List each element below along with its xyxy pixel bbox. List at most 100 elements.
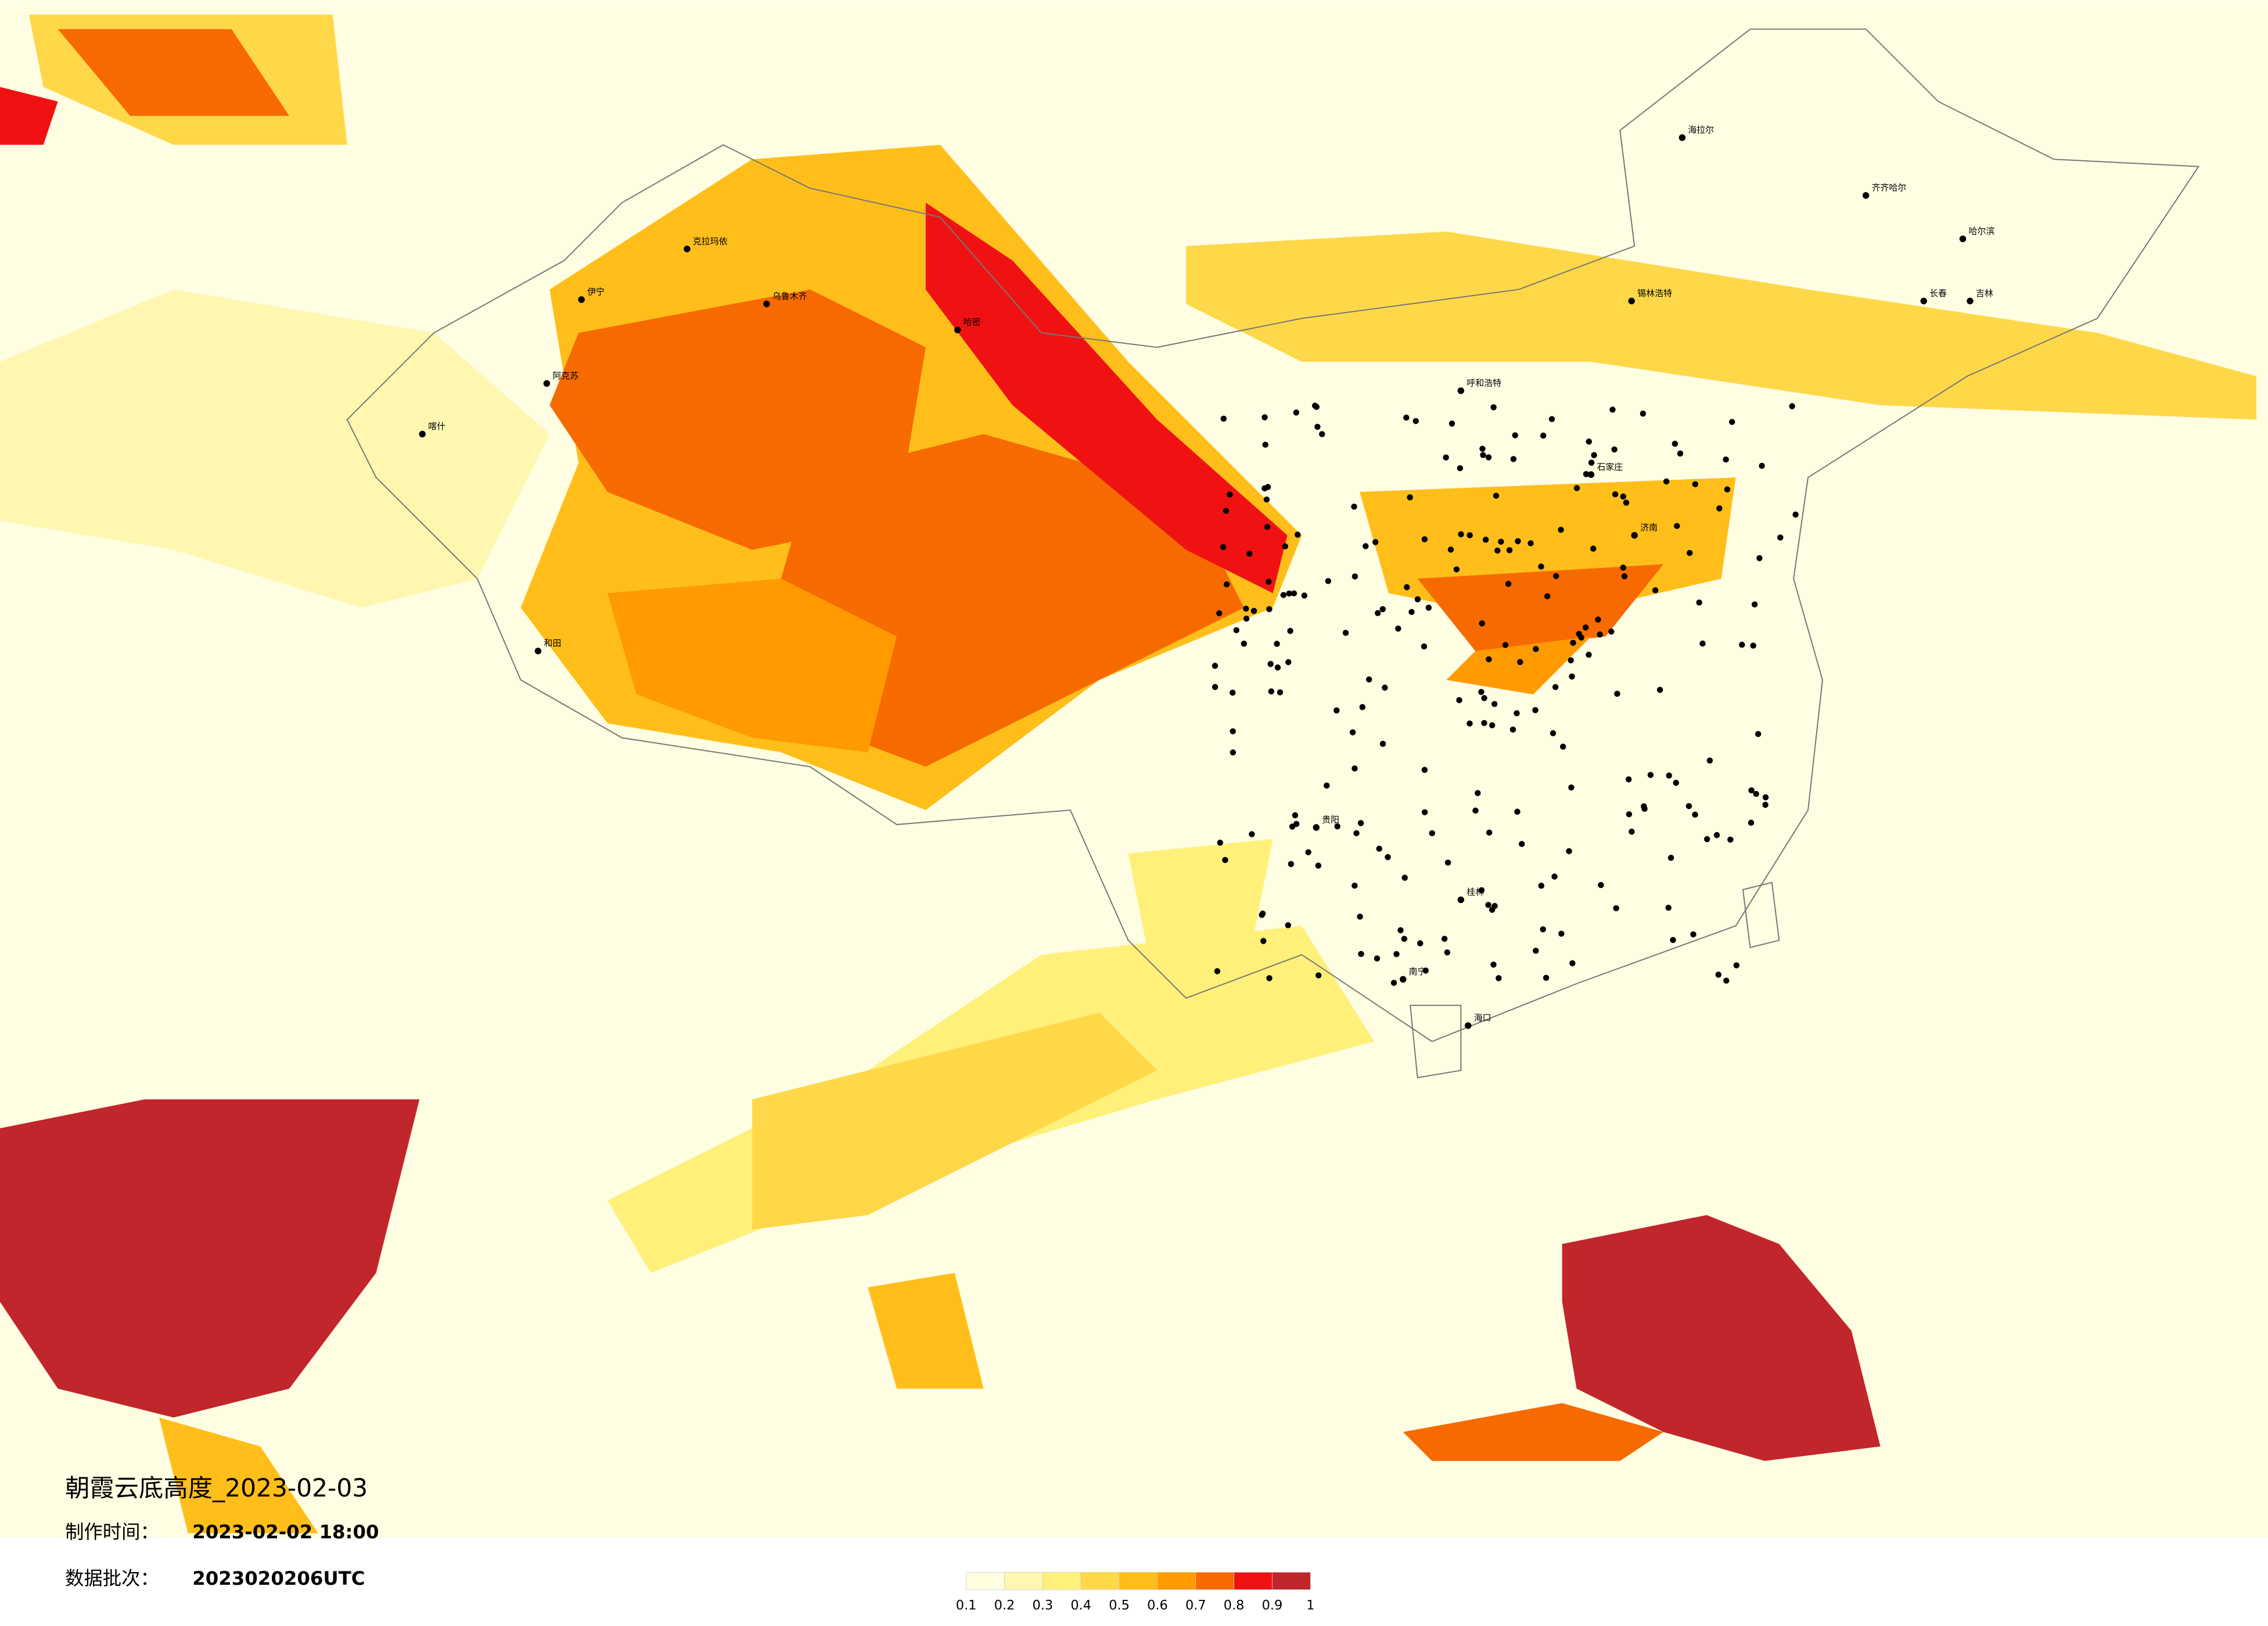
- station-dot: [1220, 544, 1227, 551]
- station-dot: [1496, 975, 1502, 981]
- station-dot: [1699, 640, 1706, 647]
- station-dot: [1733, 962, 1740, 969]
- station-dot: [1728, 419, 1735, 425]
- station-dot: [1597, 631, 1603, 638]
- station-dot: [1395, 625, 1401, 632]
- station-dot: [1670, 937, 1676, 943]
- station-dot: [1517, 659, 1523, 665]
- city-label: 伊宁: [587, 286, 605, 297]
- station-dot: [1467, 720, 1473, 727]
- station-dot: [1223, 581, 1230, 588]
- station-dot: [1456, 697, 1462, 703]
- station-dot: [1748, 819, 1755, 826]
- legend-tick-label: 0.3: [1033, 1598, 1054, 1613]
- station-dot: [1217, 839, 1224, 846]
- station-dot: [1372, 539, 1379, 545]
- station-dot: [1268, 688, 1275, 695]
- station-dot: [1625, 776, 1632, 783]
- station-dot: [1509, 726, 1516, 733]
- station-dot: [1352, 882, 1358, 889]
- station-dot: [1441, 936, 1448, 942]
- city-label: 阿克苏: [552, 370, 578, 381]
- station-dot: [1261, 485, 1268, 492]
- station-dot: [1444, 949, 1451, 956]
- legend-tick-label: 0.6: [1147, 1598, 1168, 1613]
- station-dot: [1666, 772, 1672, 779]
- station-dot: [1498, 538, 1504, 545]
- station-dot: [1739, 642, 1745, 648]
- station-dot: [1532, 707, 1539, 714]
- station-dot: [1357, 913, 1363, 920]
- station-dot: [1696, 599, 1702, 606]
- station-dot: [1421, 767, 1428, 773]
- station-dot: [1727, 836, 1734, 843]
- station-dot: [1493, 492, 1500, 499]
- station-dot: [1665, 904, 1672, 911]
- station-dot: [1611, 446, 1618, 453]
- legend-swatch: [1272, 1572, 1311, 1590]
- station-dot: [1342, 629, 1349, 636]
- station-dot: [1363, 543, 1369, 549]
- station-dot: [1259, 912, 1265, 918]
- station-dot: [1291, 590, 1297, 597]
- station-dot: [1558, 527, 1564, 533]
- station-dot: [1374, 610, 1381, 616]
- city-dot: [1920, 297, 1928, 305]
- station-dot: [1550, 730, 1557, 736]
- legend-swatch: [1042, 1572, 1081, 1590]
- station-dot: [1553, 573, 1559, 580]
- station-dot: [1266, 975, 1273, 981]
- station-dot: [1510, 456, 1517, 462]
- station-dot: [1243, 605, 1249, 612]
- station-dot: [1264, 524, 1271, 530]
- station-dot: [1448, 420, 1455, 427]
- station-dot: [1540, 432, 1547, 439]
- city-label: 和田: [544, 638, 561, 649]
- city-dot: [1465, 1022, 1472, 1029]
- station-dot: [1514, 808, 1521, 815]
- station-dot: [1285, 922, 1292, 929]
- city-dot: [1457, 896, 1465, 904]
- station-dot: [1353, 830, 1360, 837]
- station-dot: [1480, 452, 1486, 458]
- station-dot: [1334, 823, 1340, 830]
- station-dot: [1706, 757, 1713, 764]
- station-dot: [1751, 601, 1758, 608]
- station-dot: [1656, 686, 1663, 693]
- station-dot: [1544, 593, 1551, 600]
- station-dot: [1422, 967, 1429, 974]
- station-dot: [1374, 955, 1381, 962]
- station-dot: [1280, 592, 1287, 598]
- station-dot: [1586, 438, 1593, 445]
- station-dot: [1274, 664, 1281, 671]
- station-dot: [1482, 537, 1489, 543]
- station-dot: [1533, 646, 1539, 652]
- station-dot: [1568, 657, 1574, 664]
- city-label: 喀什: [428, 421, 445, 431]
- city-label: 锡林浩特: [1637, 288, 1672, 298]
- city-label: 海拉尔: [1688, 125, 1714, 135]
- station-dot: [1620, 564, 1626, 571]
- station-dot: [1527, 540, 1534, 546]
- station-dot: [1324, 782, 1330, 789]
- station-dot: [1672, 440, 1678, 447]
- station-dot: [1266, 578, 1272, 585]
- city-dot: [684, 246, 691, 253]
- station-dot: [1287, 628, 1293, 634]
- station-dot: [1241, 641, 1248, 647]
- station-dot: [1212, 663, 1219, 669]
- station-dot: [1230, 728, 1236, 735]
- station-dot: [1569, 960, 1576, 966]
- station-dot: [1481, 720, 1487, 726]
- station-dot: [1358, 951, 1364, 958]
- city-dot: [1631, 532, 1638, 539]
- station-dot: [1489, 722, 1496, 729]
- station-dot: [1233, 627, 1239, 634]
- station-dot: [1246, 551, 1253, 557]
- city-dot: [534, 647, 542, 654]
- city-dot: [1967, 297, 1974, 305]
- station-dot: [1243, 616, 1250, 622]
- station-dot: [1540, 926, 1546, 933]
- batch-value: 2023020206UTC: [192, 1567, 365, 1589]
